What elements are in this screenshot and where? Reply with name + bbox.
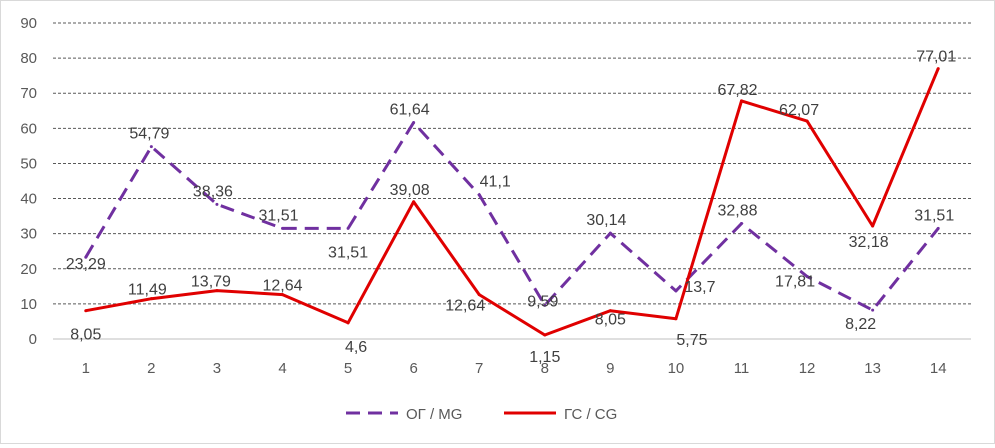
data-point xyxy=(281,293,284,297)
data-point xyxy=(346,226,350,230)
data-point xyxy=(215,289,219,293)
data-labels: 23,29 54,79 38,36 31,51 31,51 61,64 41,1 9,59 30… xyxy=(66,49,957,366)
data-label: 61,64 xyxy=(390,102,430,119)
data-label: 8,05 xyxy=(70,327,101,344)
data-label: 32,18 xyxy=(849,234,889,251)
data-point xyxy=(805,119,809,123)
data-label: 12,64 xyxy=(445,298,485,315)
data-label: 39,08 xyxy=(390,182,430,199)
data-point xyxy=(477,193,481,197)
y-tick-label: 30 xyxy=(20,226,37,243)
data-point xyxy=(149,145,153,149)
legend-label-1: ОГ / MG xyxy=(406,406,462,423)
data-point xyxy=(936,226,940,230)
data-point xyxy=(674,317,678,321)
data-label: 13,7 xyxy=(684,279,715,296)
x-tick-label: 3 xyxy=(213,360,221,377)
series-lines xyxy=(84,67,940,337)
legend: ОГ / MG ГС / CG xyxy=(346,406,617,423)
y-tick-label: 60 xyxy=(20,120,37,137)
data-label: 12,64 xyxy=(262,278,302,295)
y-tick-label: 90 xyxy=(20,15,37,32)
data-point xyxy=(608,309,612,313)
data-point xyxy=(543,333,547,337)
x-tick-label: 9 xyxy=(606,360,614,377)
x-tick-label: 8 xyxy=(541,360,549,377)
y-tick-label: 0 xyxy=(29,331,37,348)
data-label: 67,82 xyxy=(717,82,757,99)
data-label: 31,51 xyxy=(914,207,954,224)
data-label: 62,07 xyxy=(779,102,819,119)
data-label: 32,88 xyxy=(717,203,757,220)
x-tick-label: 5 xyxy=(344,360,352,377)
series-line-1 xyxy=(84,121,940,312)
data-point xyxy=(936,67,940,71)
x-tick-label: 13 xyxy=(864,360,881,377)
x-tick-label: 10 xyxy=(668,360,685,377)
x-tick-label: 14 xyxy=(930,360,947,377)
data-point xyxy=(412,121,416,125)
data-label: 13,79 xyxy=(191,274,231,291)
data-label: 30,14 xyxy=(586,212,626,229)
x-tick-label: 6 xyxy=(409,360,417,377)
data-label: 17,81 xyxy=(775,273,815,290)
y-tick-label: 20 xyxy=(20,261,37,278)
data-point xyxy=(84,309,88,313)
gridlines xyxy=(53,22,971,340)
data-point xyxy=(740,99,743,103)
data-point xyxy=(149,297,153,301)
data-point xyxy=(84,255,88,259)
data-label: 31,51 xyxy=(328,244,368,261)
y-tick-label: 50 xyxy=(20,155,37,172)
data-label: 77,01 xyxy=(916,49,956,66)
y-axis: 0 10 20 30 40 50 60 70 80 90 xyxy=(20,15,37,348)
data-label: 11,49 xyxy=(128,282,167,299)
data-label: 9,59 xyxy=(527,293,558,310)
data-point xyxy=(674,289,678,293)
legend-label-2: ГС / CG xyxy=(564,406,617,423)
data-point xyxy=(871,224,875,228)
data-point xyxy=(346,321,350,325)
y-tick-label: 70 xyxy=(20,85,37,102)
series-line-2 xyxy=(85,68,940,337)
x-tick-label: 2 xyxy=(147,360,155,377)
data-label: 1,15 xyxy=(529,349,560,366)
data-point xyxy=(805,274,809,278)
data-point xyxy=(477,293,481,297)
data-label: 4,6 xyxy=(345,339,367,356)
data-label: 5,75 xyxy=(676,332,707,349)
y-tick-label: 40 xyxy=(20,191,37,208)
x-tick-label: 4 xyxy=(278,360,286,377)
data-label: 8,22 xyxy=(845,316,876,333)
y-tick-label: 10 xyxy=(20,296,37,313)
data-point xyxy=(871,308,875,312)
x-tick-label: 11 xyxy=(734,360,750,377)
x-tick-label: 7 xyxy=(475,360,483,377)
data-point xyxy=(412,200,416,204)
data-point xyxy=(740,222,743,226)
data-label: 31,51 xyxy=(258,207,298,224)
x-tick-label: 12 xyxy=(799,360,816,377)
y-tick-label: 80 xyxy=(20,50,37,67)
data-point xyxy=(215,202,219,206)
data-point xyxy=(543,303,547,307)
data-point xyxy=(608,231,612,235)
data-label: 38,36 xyxy=(193,183,233,200)
data-label: 8,05 xyxy=(595,312,626,329)
x-axis: 1 2 3 4 5 6 7 8 9 10 11 12 13 14 xyxy=(82,360,947,377)
data-point xyxy=(281,226,284,230)
data-label: 54,79 xyxy=(129,126,169,143)
data-label: 23,29 xyxy=(66,256,106,273)
data-label: 41,1 xyxy=(480,174,511,191)
x-tick-label: 1 xyxy=(82,360,90,377)
